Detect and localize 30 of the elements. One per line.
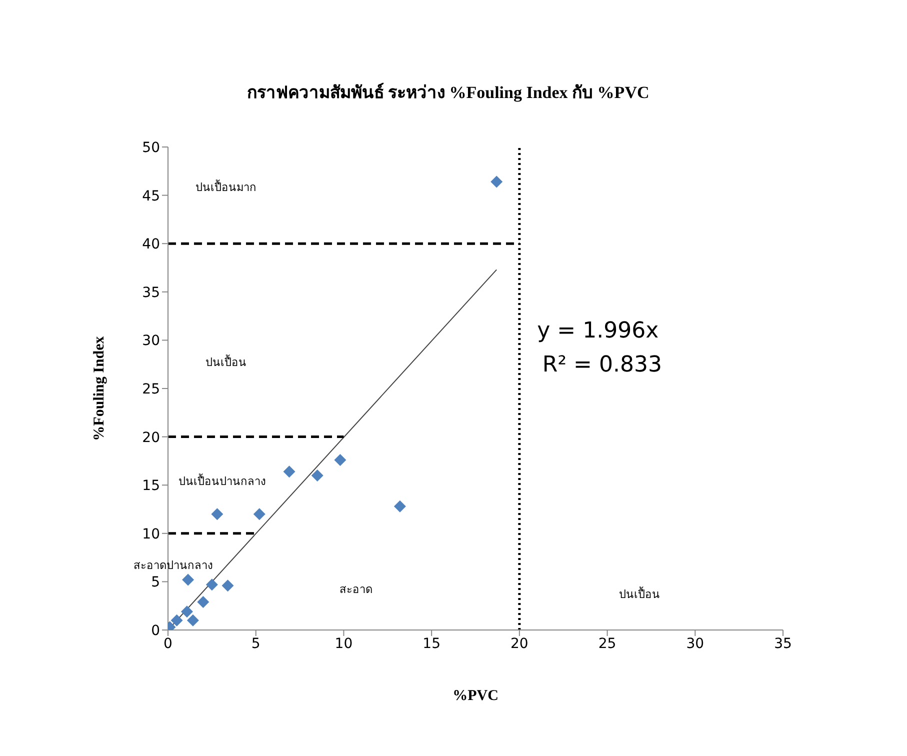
annotation: ปนเปื้อน: [205, 354, 246, 371]
x-tick-label: 25: [598, 636, 616, 652]
x-tick-label: 0: [164, 636, 172, 652]
y-tick-label: 0: [151, 622, 160, 639]
x-tick-label: 20: [510, 636, 528, 652]
annotation: y = 1.996x: [537, 318, 659, 344]
x-tick-label: 15: [422, 636, 440, 652]
x-tick-label: 10: [334, 636, 353, 652]
y-axis-title: %Fouling Index: [91, 336, 108, 441]
y-tick-label: 50: [142, 140, 160, 156]
annotation: สะอาด: [340, 582, 373, 598]
y-tick-label: 20: [142, 430, 160, 446]
y-tick-label: 15: [142, 478, 160, 494]
x-axis-title: %PVC: [452, 688, 498, 704]
y-tick-label: 45: [142, 188, 160, 204]
chart-title: กราฟความสัมพันธ์ ระหว่าง %Fouling Index กับ %PVC: [246, 82, 650, 104]
annotation: R² = 0.833: [542, 352, 662, 378]
y-tick-label: 10: [142, 526, 160, 542]
y-tick-label: 40: [142, 236, 160, 253]
y-tick-label: 30: [142, 333, 160, 350]
x-tick-label: 30: [686, 636, 704, 652]
annotation: ปนเปื้อน: [619, 586, 660, 603]
y-tick-label: 25: [142, 381, 160, 398]
annotation: ปนเปื้อนมาก: [195, 178, 256, 196]
annotation: ปนเปื้อนปานกลาง: [178, 472, 266, 490]
y-tick-label: 35: [142, 284, 160, 301]
annotation: สะอาดปานกลาง: [133, 558, 212, 574]
y-tick-label: 5: [151, 574, 160, 591]
x-tick-label: 5: [251, 636, 260, 652]
x-tick-label: 35: [774, 636, 792, 652]
